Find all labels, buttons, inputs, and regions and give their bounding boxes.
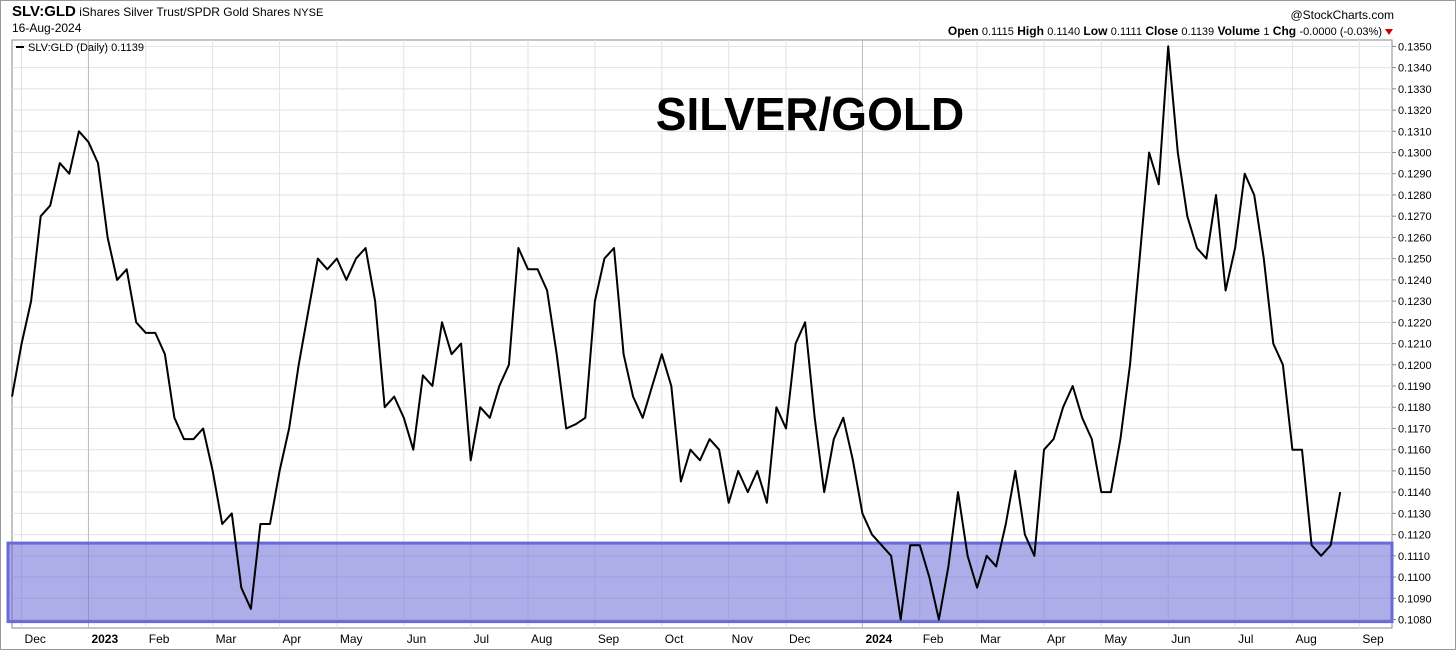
x-tick-label: Jul [474,632,489,646]
x-tick-label: Aug [1295,632,1316,646]
y-tick-label: 0.1110 [1398,551,1430,563]
x-tick-label: Dec [25,632,46,646]
y-tick-label: 0.1350 [1398,41,1432,53]
header-line: SLV:GLD iShares Silver Trust/SPDR Gold S… [12,3,323,20]
y-tick-label: 0.1200 [1398,360,1432,372]
y-tick-label: 0.1160 [1398,445,1431,457]
x-tick-label: Feb [923,632,944,646]
y-tick-label: 0.1310 [1398,126,1432,138]
date: 16-Aug-2024 [12,21,82,35]
x-tick-label: Jul [1238,632,1253,646]
x-tick-label: Jun [407,632,426,646]
price-line [11,45,1342,621]
down-arrow [1385,29,1393,35]
source: @StockCharts.com [1290,8,1394,22]
y-tick-label: 0.1140 [1398,487,1431,499]
x-tick-label: 2023 [91,632,118,646]
label: Open [948,24,979,38]
y-tick-label: 0.1190 [1398,381,1431,393]
label: Low [1083,24,1108,38]
ohlc: Open 0.1115 High 0.1140 Low 0.1111 Close… [948,24,1382,38]
y-tick-label: 0.1100 [1398,572,1431,584]
support-zone [6,541,1394,624]
annotation: SILVER/GOLD [656,88,964,140]
y-tick-label: 0.1320 [1398,105,1432,117]
x-tick-label: Mar [216,632,237,646]
x-tick-label: Nov [732,632,753,646]
y-tick-label: 0.1210 [1398,339,1432,351]
y-tick-label: 0.1240 [1398,275,1432,287]
label: Volume [1218,24,1261,38]
y-tick-label: 0.1120 [1398,530,1431,542]
y-tick-label: 0.1290 [1398,169,1432,181]
value: 0.1140 [1047,26,1080,38]
y-tick-label: 0.1340 [1398,63,1432,75]
y-tick-label: 0.1230 [1398,296,1432,308]
y-tick-label: 0.1080 [1398,615,1432,627]
label: Chg [1273,24,1296,38]
company: iShares Silver Trust/SPDR Gold Shares [79,5,290,19]
x-tick-label: May [1104,632,1127,646]
label: High [1017,24,1044,38]
value: 0.1139 [1181,26,1214,38]
x-tick-label: Sep [1362,632,1384,646]
legend-label: SLV:GLD (Daily) 0.1139 [28,42,144,54]
y-tick-label: 0.1330 [1398,84,1432,96]
value: 0.1115 [982,26,1014,38]
y-tick-label: 0.1150 [1398,466,1431,478]
x-tick-label: Sep [598,632,620,646]
y-tick-label: 0.1170 [1398,423,1431,435]
x-tick-label: Oct [665,632,684,646]
x-tick-label: Apr [1047,632,1066,646]
plot: 0.1080 0.1090 0.1100 0.1110 0.1120 0.1130 0.11… [6,39,1432,646]
y-tick-label: 0.1090 [1398,593,1432,605]
x-tick-label: Aug [531,632,552,646]
x-tick-label: Jun [1171,632,1190,646]
symbol: SLV:GLD [12,3,76,20]
y-tick-label: 0.1300 [1398,148,1432,160]
y-tick-label: 0.1270 [1398,211,1432,223]
y-tick-label: 0.1180 [1398,402,1431,414]
x-tick-label: Apr [283,632,302,646]
y-tick-label: 0.1220 [1398,317,1432,329]
y-tick-label: 0.1280 [1398,190,1432,202]
x-tick-label: May [340,632,363,646]
y-tick-label: 0.1130 [1398,508,1431,520]
x-tick-label: Mar [980,632,1001,646]
x-tick-label: Feb [149,632,170,646]
x-tick-label: Dec [789,632,810,646]
value: 0.1111 [1111,26,1142,38]
y-tick-label: 0.1250 [1398,254,1432,266]
x-tick-label: 2024 [865,632,892,646]
y-tick-label: 0.1260 [1398,232,1432,244]
value: -0.0000 (-0.03%) [1299,26,1382,38]
exchange: NYSE [293,7,323,19]
value: 1 [1263,26,1269,38]
label: Close [1145,24,1178,38]
